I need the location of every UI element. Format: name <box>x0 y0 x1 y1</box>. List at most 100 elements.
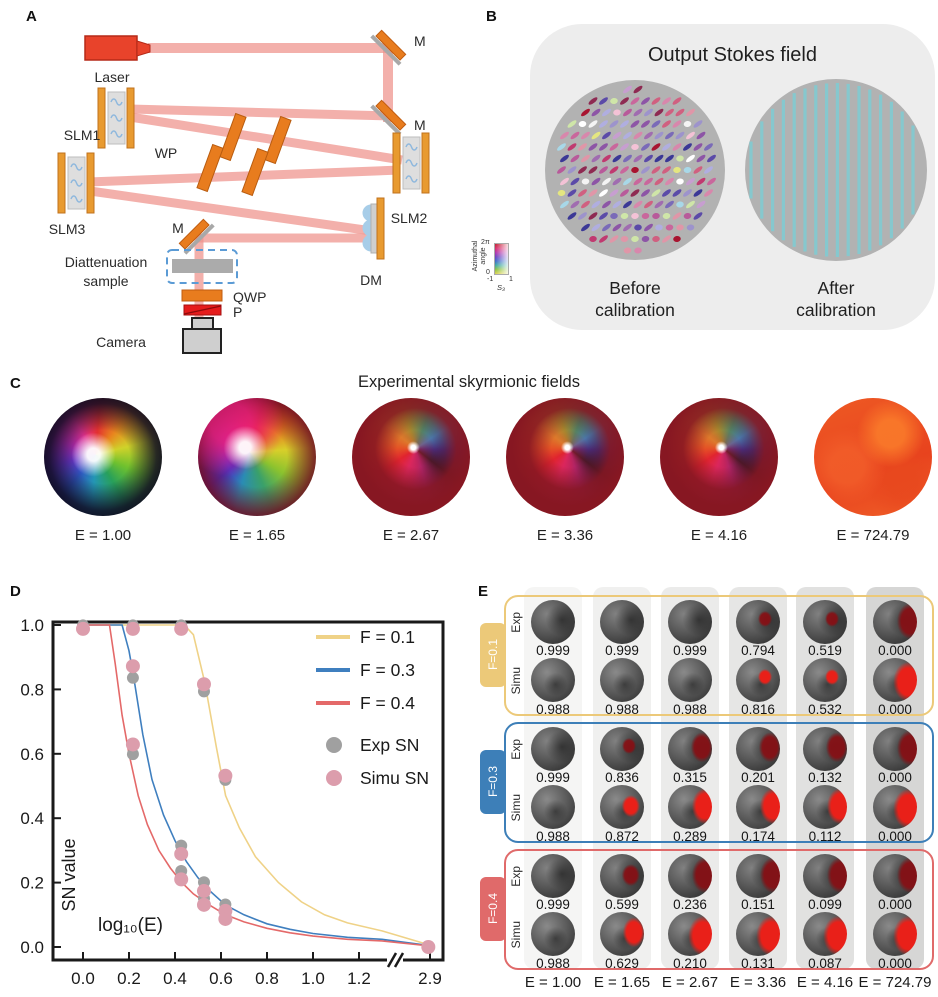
row-label: Exp <box>509 738 523 760</box>
svg-text:0.0: 0.0 <box>71 969 95 988</box>
stokes-field-circles <box>545 79 927 261</box>
poincare-sphere-exp <box>803 600 847 644</box>
mirror-label: M <box>172 220 184 236</box>
dm-label: DM <box>360 272 382 288</box>
svg-text:0.2: 0.2 <box>20 874 44 893</box>
sn-value: 0.210 <box>673 956 707 971</box>
colorbar-ymax: 2π <box>481 239 490 246</box>
sn-value: 0.151 <box>741 897 775 912</box>
qwp-label: QWP <box>233 289 266 305</box>
svg-text:F = 0.3: F = 0.3 <box>360 660 415 680</box>
panel-sphere-grid: E F=0.1 Exp 0.999 0.999 0.999 0.794 0.519 0.000… <box>470 575 938 997</box>
laser-label: Laser <box>94 69 129 85</box>
skyrmion-sphere <box>660 398 778 516</box>
wp-label: WP <box>155 145 178 161</box>
row-label: Exp <box>509 865 523 887</box>
sn-value: 0.087 <box>808 956 842 971</box>
sn-value: 0.988 <box>605 702 639 717</box>
poincare-sphere-exp <box>600 854 644 898</box>
group-tab-label: F=0.3 <box>486 766 500 798</box>
poincare-sphere-simu <box>873 912 917 956</box>
point-Simu-SN <box>174 621 189 636</box>
panel-optical-setup: A <box>0 0 470 365</box>
skyrmion-item: E = 1.00 <box>41 398 165 544</box>
column-stripe <box>729 587 787 969</box>
sn-value: 0.000 <box>878 956 912 971</box>
skyrmion-e-label: E = 1.00 <box>74 527 132 544</box>
poincare-sphere-simu <box>736 658 780 702</box>
colorbar-xmin: -1 <box>487 276 494 283</box>
polarizer-label: P <box>233 304 242 320</box>
sn-value: 0.132 <box>808 770 842 785</box>
poincare-sphere-simu <box>803 658 847 702</box>
poincare-sphere-exp <box>873 854 917 898</box>
poincare-sphere-simu <box>600 785 644 829</box>
poincare-sphere-simu <box>600 658 644 702</box>
poincare-sphere-simu <box>600 912 644 956</box>
slm3-device <box>57 152 95 214</box>
sn-value: 0.988 <box>536 829 570 844</box>
poincare-sphere-simu <box>803 912 847 956</box>
panel-c-letter: C <box>10 375 21 392</box>
panel-e-letter: E <box>478 583 489 600</box>
skyrmion-sphere <box>814 398 932 516</box>
sn-value: 0.794 <box>741 643 775 658</box>
poincare-sphere-exp <box>531 600 575 644</box>
sn-value: 0.999 <box>536 643 570 658</box>
sn-value: 0.236 <box>673 897 707 912</box>
e-column-label: E = 724.79 <box>858 974 932 991</box>
slm1-device <box>97 87 135 149</box>
panel-a-letter: A <box>26 8 37 25</box>
skyrmion-sphere <box>506 398 624 516</box>
poincare-sphere-simu <box>736 785 780 829</box>
sn-value: 0.532 <box>808 702 842 717</box>
column-stripe <box>796 587 854 969</box>
point-Exp-SN <box>126 671 139 684</box>
sn-value: 0.315 <box>673 770 707 785</box>
poincare-sphere-exp <box>531 727 575 771</box>
point-Simu-SN <box>125 659 140 674</box>
sn-value: 0.999 <box>605 643 639 658</box>
row-label: Simu <box>509 667 523 695</box>
point-Simu-SN <box>125 621 140 636</box>
sn-value: 0.816 <box>741 702 775 717</box>
skyrmion-item: E = 4.16 <box>657 398 781 544</box>
poincare-sphere-exp <box>600 727 644 771</box>
e-column-label: E = 1.65 <box>593 974 651 991</box>
sn-value: 0.000 <box>878 829 912 844</box>
point-Simu-SN <box>196 897 211 912</box>
poincare-sphere-exp <box>736 854 780 898</box>
e-column-label: E = 4.16 <box>796 974 854 991</box>
svg-text:1.2: 1.2 <box>347 969 371 988</box>
sn-value: 0.988 <box>673 702 707 717</box>
before-field-pattern <box>557 85 716 254</box>
sn-value: 0.872 <box>605 829 639 844</box>
svg-text:0.8: 0.8 <box>255 969 279 988</box>
svg-text:log₁₀(E): log₁₀(E) <box>98 915 163 936</box>
mirror-label: M <box>414 117 426 133</box>
svg-text:0.2: 0.2 <box>117 969 141 988</box>
poincare-sphere-exp <box>668 600 712 644</box>
waveplates <box>196 112 292 197</box>
qwp-device <box>181 289 223 302</box>
sn-value: 0.112 <box>808 829 842 844</box>
polarizer-device <box>183 304 222 316</box>
point-Exp-SN <box>126 748 139 761</box>
laser-device <box>84 35 151 61</box>
skyrmion-e-label: E = 2.67 <box>382 527 440 544</box>
point-Simu-SN <box>174 846 189 861</box>
skyrmion-item: E = 2.67 <box>349 398 473 544</box>
column-stripe <box>661 587 719 969</box>
svg-text:Exp SN: Exp SN <box>360 735 419 755</box>
svg-text:0.6: 0.6 <box>20 745 44 764</box>
poincare-sphere-exp <box>803 854 847 898</box>
point-Simu-SN <box>125 737 140 752</box>
poincare-sphere-exp <box>736 600 780 644</box>
point-Simu-SN <box>218 768 233 783</box>
sn-value: 0.000 <box>878 702 912 717</box>
sn-value: 0.999 <box>536 770 570 785</box>
sn-value: 0.988 <box>536 702 570 717</box>
point-Simu-SN <box>421 940 436 954</box>
svg-text:F = 0.4: F = 0.4 <box>360 693 415 713</box>
